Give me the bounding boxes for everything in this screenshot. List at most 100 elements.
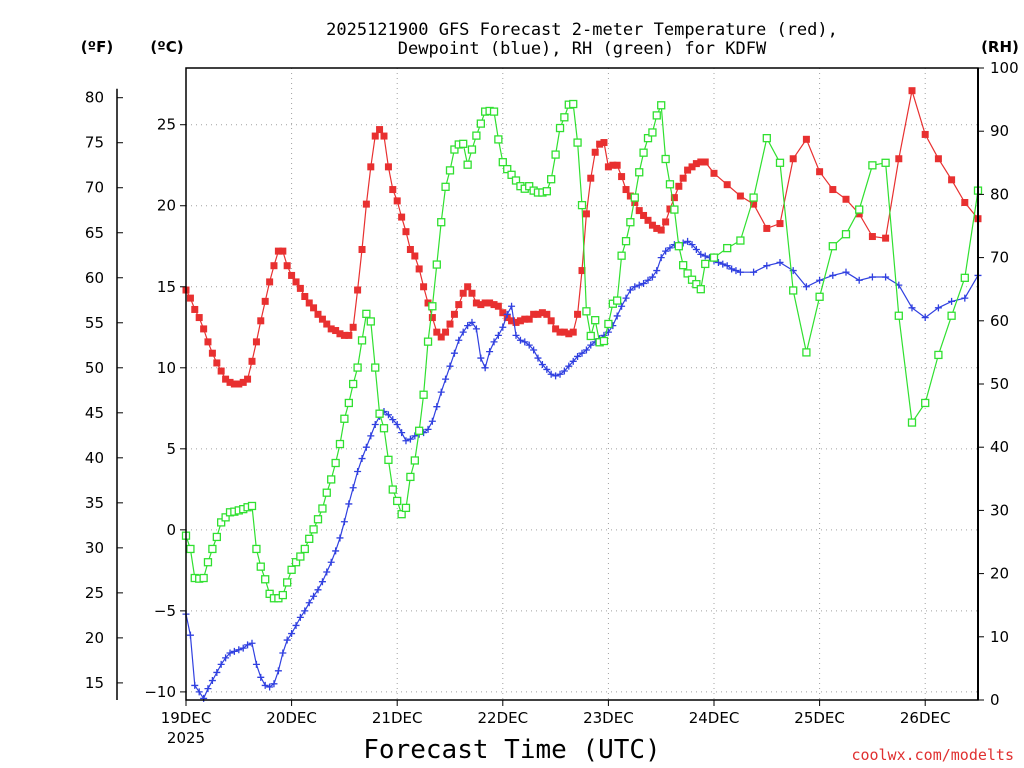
data-point-marker [763, 224, 771, 232]
data-point-marker [961, 294, 969, 302]
data-point-marker [230, 647, 238, 655]
data-point-marker [762, 134, 771, 143]
plot-frame [185, 67, 979, 701]
data-point-marker [547, 175, 556, 184]
data-point-marker [247, 501, 257, 511]
data-point-marker [750, 268, 758, 276]
data-point-marker [657, 254, 665, 262]
data-point-marker [692, 279, 701, 289]
data-point-marker [802, 348, 811, 357]
data-point-marker [358, 245, 366, 253]
data-point-marker [697, 250, 705, 258]
data-point-marker [336, 330, 344, 338]
data-point-marker [344, 398, 353, 408]
data-point-marker [750, 200, 758, 208]
data-point-marker [270, 680, 278, 688]
data-point-marker [578, 267, 586, 275]
data-point-marker [415, 426, 424, 435]
data-point-marker [477, 354, 485, 362]
data-point-marker [709, 253, 719, 262]
data-point-marker [450, 145, 459, 154]
data-point-marker [542, 187, 551, 196]
data-point-marker [208, 544, 217, 554]
data-point-marker [305, 299, 313, 307]
data-point-marker [560, 328, 568, 336]
data-point-marker [459, 289, 467, 297]
data-point-marker [252, 338, 260, 346]
data-point-marker [366, 317, 375, 326]
data-point-marker [868, 273, 876, 281]
data-point-marker [622, 294, 630, 302]
axes-layer: 19DEC 20DEC 21DEC 22DEC 23DEC 24DEC 25DEC 26DEC… [85, 59, 1019, 747]
data-point-marker [349, 484, 357, 492]
data-point-marker [961, 199, 969, 207]
data-point-marker [723, 262, 731, 270]
grid-layer [186, 68, 978, 700]
data-point-marker [732, 267, 740, 275]
data-point-marker [402, 437, 410, 445]
data-point-marker [283, 262, 291, 270]
data-point-marker [635, 281, 643, 289]
data-point-marker [503, 164, 512, 174]
data-point-marker [626, 218, 635, 227]
data-point-marker [296, 284, 304, 292]
data-point-marker [261, 681, 269, 689]
data-point-marker [336, 534, 344, 542]
data-point-marker [296, 613, 304, 621]
data-point-marker [376, 126, 384, 134]
data-point-marker [200, 325, 208, 333]
data-point-marker [613, 161, 621, 169]
data-point-marker [842, 195, 850, 203]
celsius-tick-label: 0 [166, 521, 176, 539]
data-point-marker [309, 525, 318, 534]
data-point-marker [459, 328, 467, 336]
data-point-marker [389, 416, 397, 424]
series-layer [181, 87, 983, 702]
data-point-marker [530, 310, 538, 318]
unit-celsius-label: (ºC) [150, 38, 183, 56]
data-point-marker [437, 218, 446, 227]
data-point-marker [213, 359, 221, 367]
data-point-marker [574, 352, 582, 360]
data-point-marker [415, 265, 423, 273]
data-point-marker [358, 455, 366, 463]
data-point-marker [591, 148, 599, 156]
data-point-marker [283, 578, 292, 587]
data-point-marker [630, 193, 639, 202]
fahrenheit-tick-label: 65 [85, 224, 104, 242]
data-point-marker [314, 310, 322, 318]
x-tick-label: 26DEC [900, 709, 951, 727]
data-point-marker [816, 276, 824, 284]
data-point-marker [881, 158, 890, 167]
data-point-marker [217, 660, 225, 668]
x-tick-label: 23DEC [583, 709, 634, 727]
data-point-marker [468, 318, 476, 326]
data-point-marker [367, 163, 375, 171]
data-point-marker [613, 312, 621, 320]
data-point-marker [310, 592, 318, 600]
data-point-marker [186, 631, 194, 639]
data-point-marker [499, 323, 507, 331]
data-point-marker [934, 304, 942, 312]
data-point-marker [323, 320, 331, 328]
data-point-marker [424, 299, 432, 307]
data-point-marker [410, 456, 419, 465]
data-point-marker [622, 186, 630, 194]
data-point-marker [552, 325, 560, 333]
data-point-marker [494, 135, 503, 144]
data-point-marker [644, 276, 652, 284]
data-point-marker [204, 338, 212, 346]
data-point-marker [301, 292, 309, 300]
fahrenheit-tick-label: 15 [85, 674, 104, 692]
data-point-marker [516, 317, 524, 325]
data-point-marker [701, 259, 710, 269]
data-point-marker [600, 139, 608, 147]
data-point-marker [310, 304, 318, 312]
data-point-marker [684, 237, 692, 245]
data-point-marker [455, 336, 463, 344]
data-point-marker [587, 341, 595, 349]
x-tick-label: 22DEC [478, 709, 529, 727]
data-point-marker [221, 513, 230, 522]
data-point-marker [402, 228, 410, 236]
data-point-marker [921, 398, 930, 408]
